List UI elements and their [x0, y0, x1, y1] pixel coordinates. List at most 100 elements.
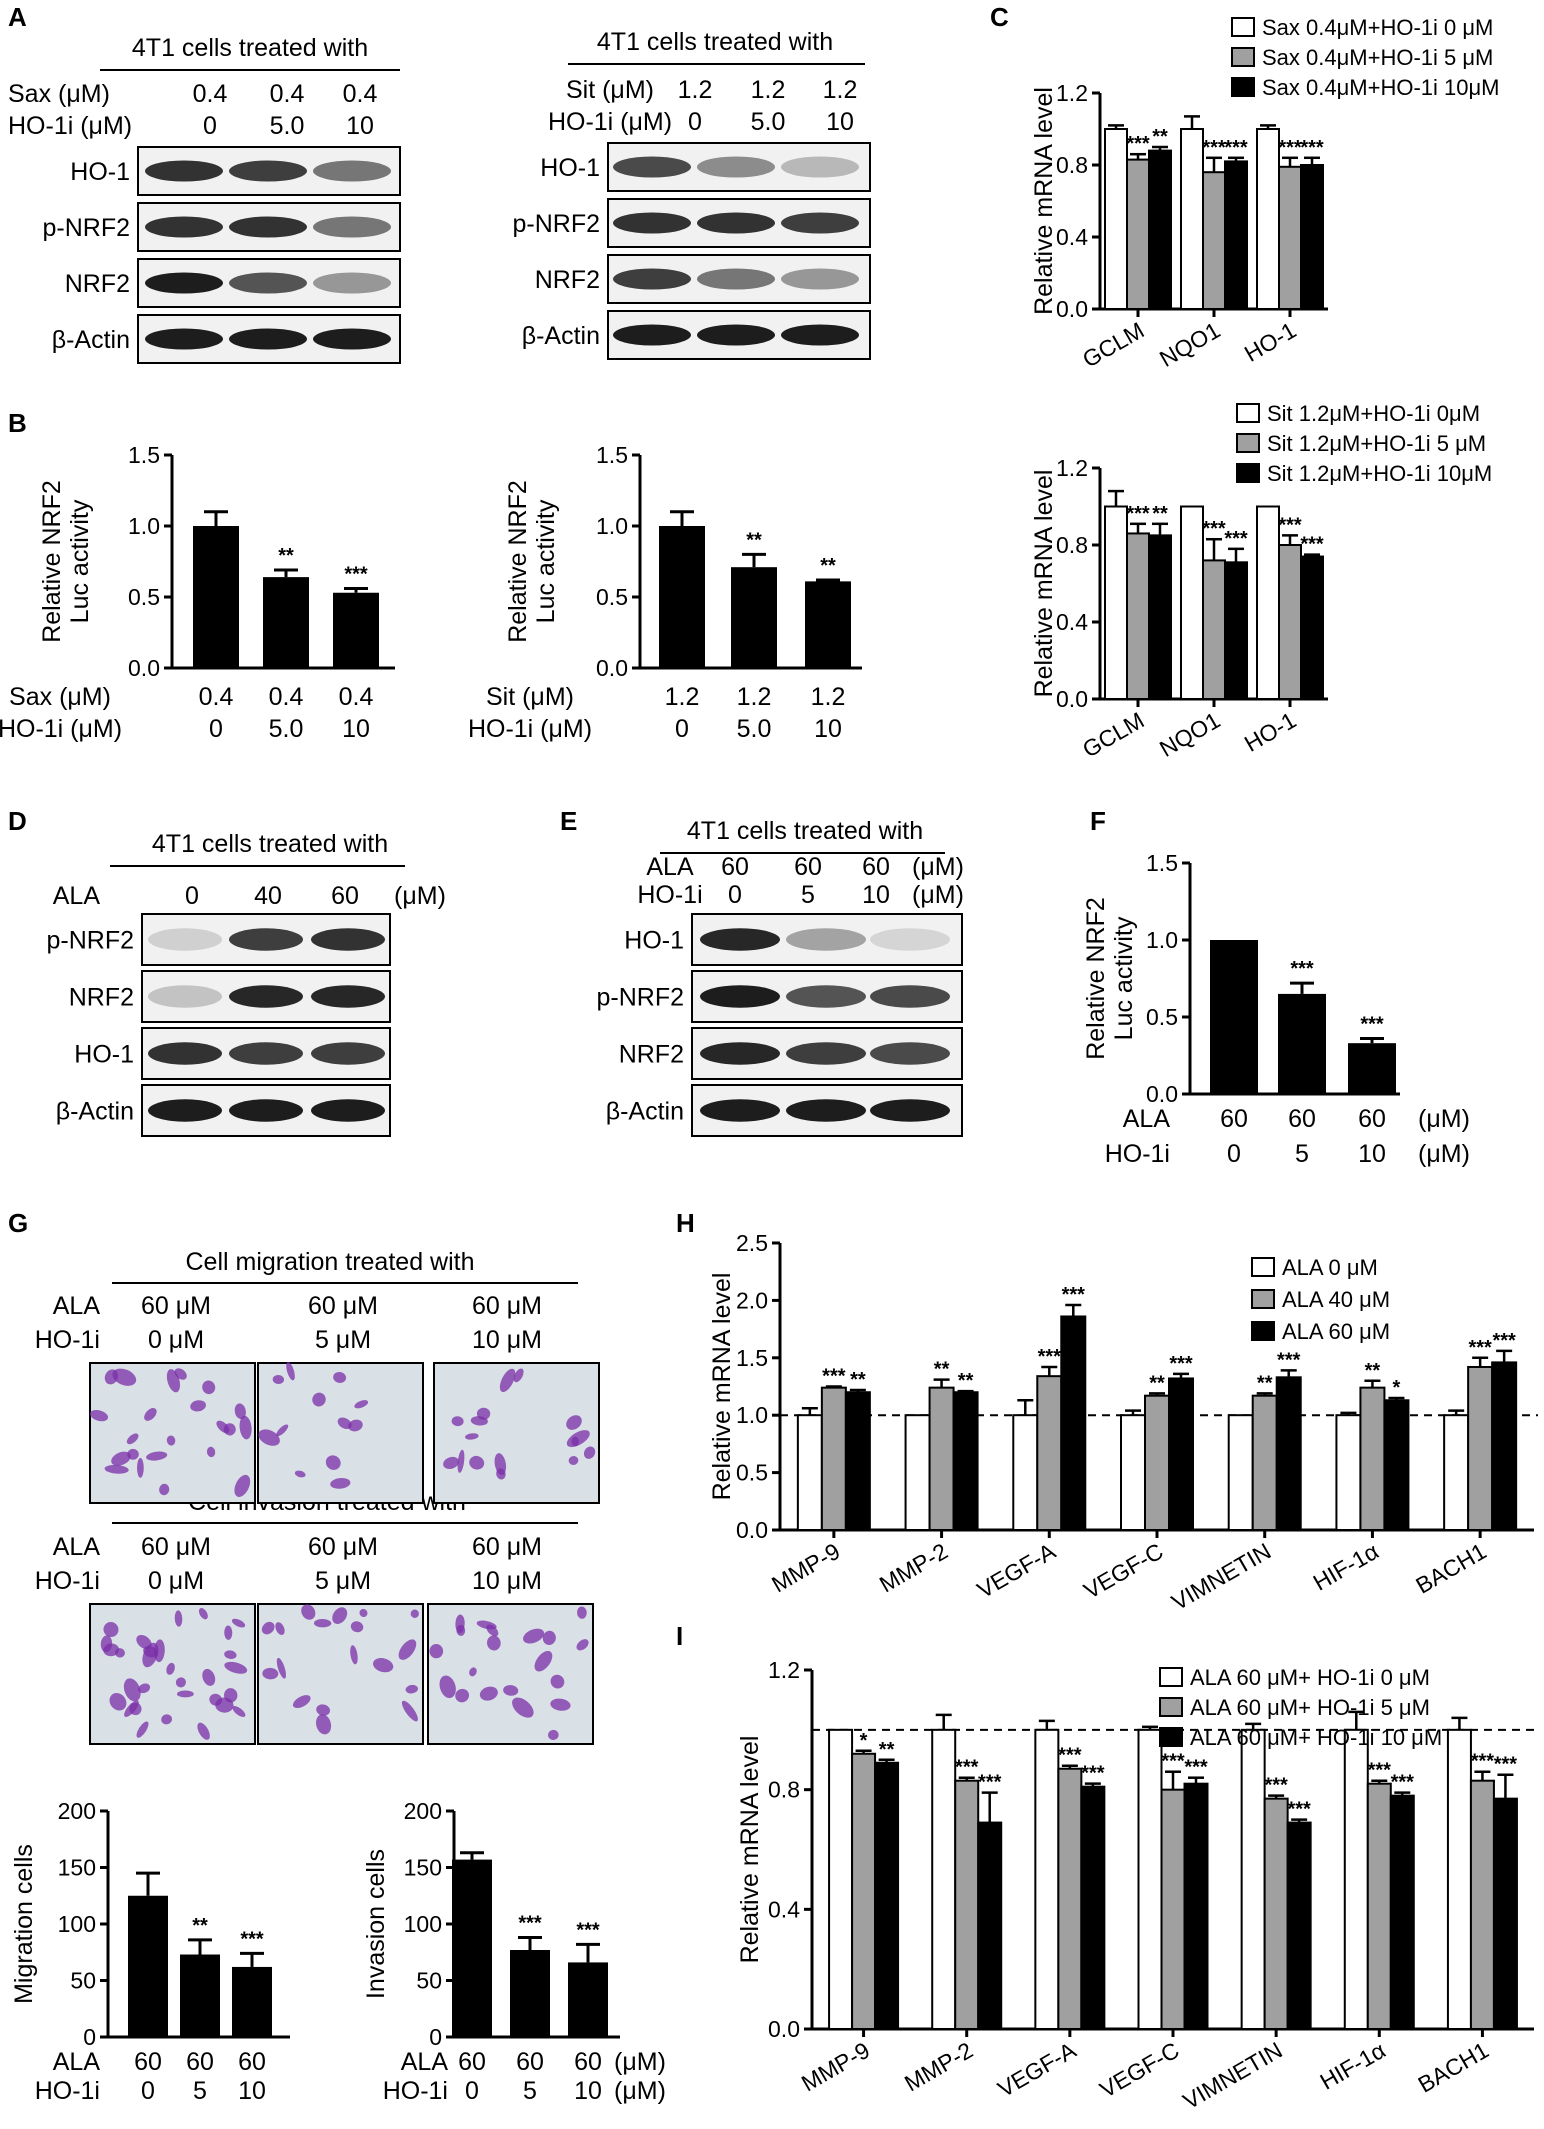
c1-bar-2-0 — [1256, 128, 1280, 310]
e-band-0-lane-0 — [700, 928, 780, 951]
e-condition-0-4: (μM) — [912, 853, 964, 881]
h-category-5: HIF-1α — [1309, 1538, 1383, 1596]
b1-ylabel-line-1: Luc activity — [66, 499, 94, 623]
h-bar-4-0 — [1227, 1414, 1254, 1531]
h-sig-6-1: *** — [1468, 1337, 1492, 1359]
g2-ylabel-line-0: Invasion cells — [362, 1849, 390, 1999]
g2-ylabel: Invasion cells — [362, 1849, 390, 1999]
b1-sig-2: *** — [344, 563, 368, 585]
e-band-2-lane-2 — [870, 1042, 950, 1065]
g-cell-2-8 — [469, 1455, 485, 1470]
i-bar-3-2 — [1183, 1782, 1209, 2031]
i-category-1: MMP-2 — [900, 2037, 977, 2097]
a1-band-0-lane-2 — [313, 160, 391, 182]
g2-ytick-label-4: 200 — [404, 1798, 442, 1824]
a2-header: 4T1 cells treated with — [597, 28, 833, 56]
b1-ylabel: Relative NRF2Luc activity — [38, 480, 94, 643]
d-band-0-lane-2 — [311, 928, 385, 951]
g2-condition-1-4: (μM) — [614, 2077, 666, 2105]
panel-label-i: I — [676, 1621, 683, 1651]
h-category-0: MMP-9 — [767, 1538, 844, 1598]
g-transwell-image-3 — [89, 1603, 256, 1745]
h-bar-2-0 — [1012, 1414, 1039, 1531]
g-cell-3-20 — [136, 1721, 149, 1738]
i-ylabel-line-0: Relative mRNA level — [736, 1736, 764, 1964]
g-cell-3-24 — [114, 1648, 125, 1658]
i-ytick-label-0: 0.0 — [768, 2016, 800, 2042]
h-legend-swatch-0 — [1251, 1257, 1275, 1277]
c2-ylabel-line-0: Relative mRNA level — [1030, 470, 1058, 698]
chart-f: 0.0 0.5 1.0 1.5 Relative NRF2Luc activity ***… — [1082, 850, 1470, 1168]
g-condition-1-1-3: 10 μM — [472, 1567, 542, 1595]
panel-label-g: G — [8, 1208, 28, 1238]
panel-label-e: E — [560, 806, 577, 836]
e-band-0-lane-2 — [870, 928, 950, 951]
g-cell-3-28 — [161, 1714, 173, 1725]
e-band-label-0: HO-1 — [624, 927, 684, 955]
a1-band-1-lane-2 — [313, 216, 391, 238]
g-cell-5-13 — [503, 1685, 519, 1696]
g-cell-5-16 — [479, 1686, 498, 1701]
h-bar-2-1 — [1036, 1375, 1063, 1531]
g1-bar-1 — [180, 1954, 220, 2037]
h-category-2: VEGF-A — [973, 1537, 1061, 1603]
i-sig-6-1: *** — [1471, 1751, 1495, 1773]
g-condition-0-1-2: 5 μM — [315, 1326, 371, 1354]
h-bar-1-2 — [952, 1391, 979, 1531]
e-condition-1-2: 5 — [801, 881, 815, 909]
c1-bar-0-0 — [1104, 128, 1128, 310]
g1-ytick-label-4: 200 — [58, 1798, 96, 1824]
b2-condition-0-0: Sit (μM) — [486, 683, 574, 711]
c2-bar-1-1 — [1202, 559, 1226, 701]
f-ytick-label-3: 1.5 — [1146, 850, 1178, 876]
i-bar-1-0 — [931, 1728, 957, 2031]
g1-bar-0 — [128, 1895, 168, 2037]
c2-legend-swatch-0 — [1236, 403, 1260, 423]
a2-band-1-lane-1 — [697, 212, 775, 234]
h-sig-6-2: *** — [1492, 1330, 1516, 1352]
g1-ytick-label-0: 0 — [83, 2024, 96, 2050]
g2-condition-0-4: (μM) — [614, 2048, 666, 2076]
f-bar-1 — [1278, 993, 1326, 1094]
g2-condition-0-3: 60 — [574, 2048, 602, 2076]
e-condition-1-4: (μM) — [912, 881, 964, 909]
h-sig-5-2: * — [1393, 1377, 1401, 1399]
f-sig-2: *** — [1360, 1014, 1384, 1036]
i-category-5: HIF-1α — [1315, 2037, 1389, 2095]
g2-ytick-label-2: 100 — [404, 1911, 442, 1937]
g-transwell-background-2 — [433, 1362, 600, 1504]
g-cell-4-3 — [373, 1658, 394, 1673]
h-bar-6-1 — [1467, 1365, 1494, 1532]
a1-band-0-lane-1 — [229, 160, 307, 182]
h-category-1: MMP-2 — [875, 1538, 952, 1598]
c2-category-2: HO-1 — [1240, 707, 1301, 757]
d-band-label-1: NRF2 — [69, 984, 134, 1012]
c1-bar-2-2 — [1300, 164, 1324, 310]
g1-condition-0-2: 60 — [186, 2048, 214, 2076]
h-sig-3-1: ** — [1149, 1372, 1165, 1394]
c1-category-1: NQO1 — [1155, 317, 1224, 372]
h-bar-4-2 — [1275, 1376, 1302, 1532]
h-bar-5-0 — [1335, 1414, 1362, 1531]
i-sig-3-2: *** — [1184, 1757, 1208, 1779]
h-legend-swatch-1 — [1251, 1289, 1275, 1309]
chart-b2: 0.0 0.5 1.0 1.5 Relative NRF2Luc activity ** *… — [468, 442, 862, 743]
g-cell-5-17 — [534, 1650, 553, 1672]
g2-condition-1-2: 5 — [523, 2077, 537, 2105]
g-cell-1-5 — [276, 1424, 289, 1437]
a1-condition-1-3: 10 — [346, 112, 374, 140]
c2-sig-0-1: *** — [1126, 503, 1150, 525]
panel-label-f: F — [1090, 806, 1106, 836]
d-condition-0-3: 60 — [331, 882, 359, 910]
g1-ylabel: Migration cells — [10, 1844, 38, 2004]
b2-sig-2: ** — [820, 555, 836, 577]
h-bar-0-0 — [796, 1414, 823, 1531]
g-cell-5-5 — [550, 1674, 565, 1689]
a1-band-1-lane-0 — [145, 216, 223, 238]
c2-bar-0-1 — [1126, 532, 1150, 701]
g-condition-1-1-2: 5 μM — [315, 1567, 371, 1595]
g2-condition-0-2: 60 — [516, 2048, 544, 2076]
